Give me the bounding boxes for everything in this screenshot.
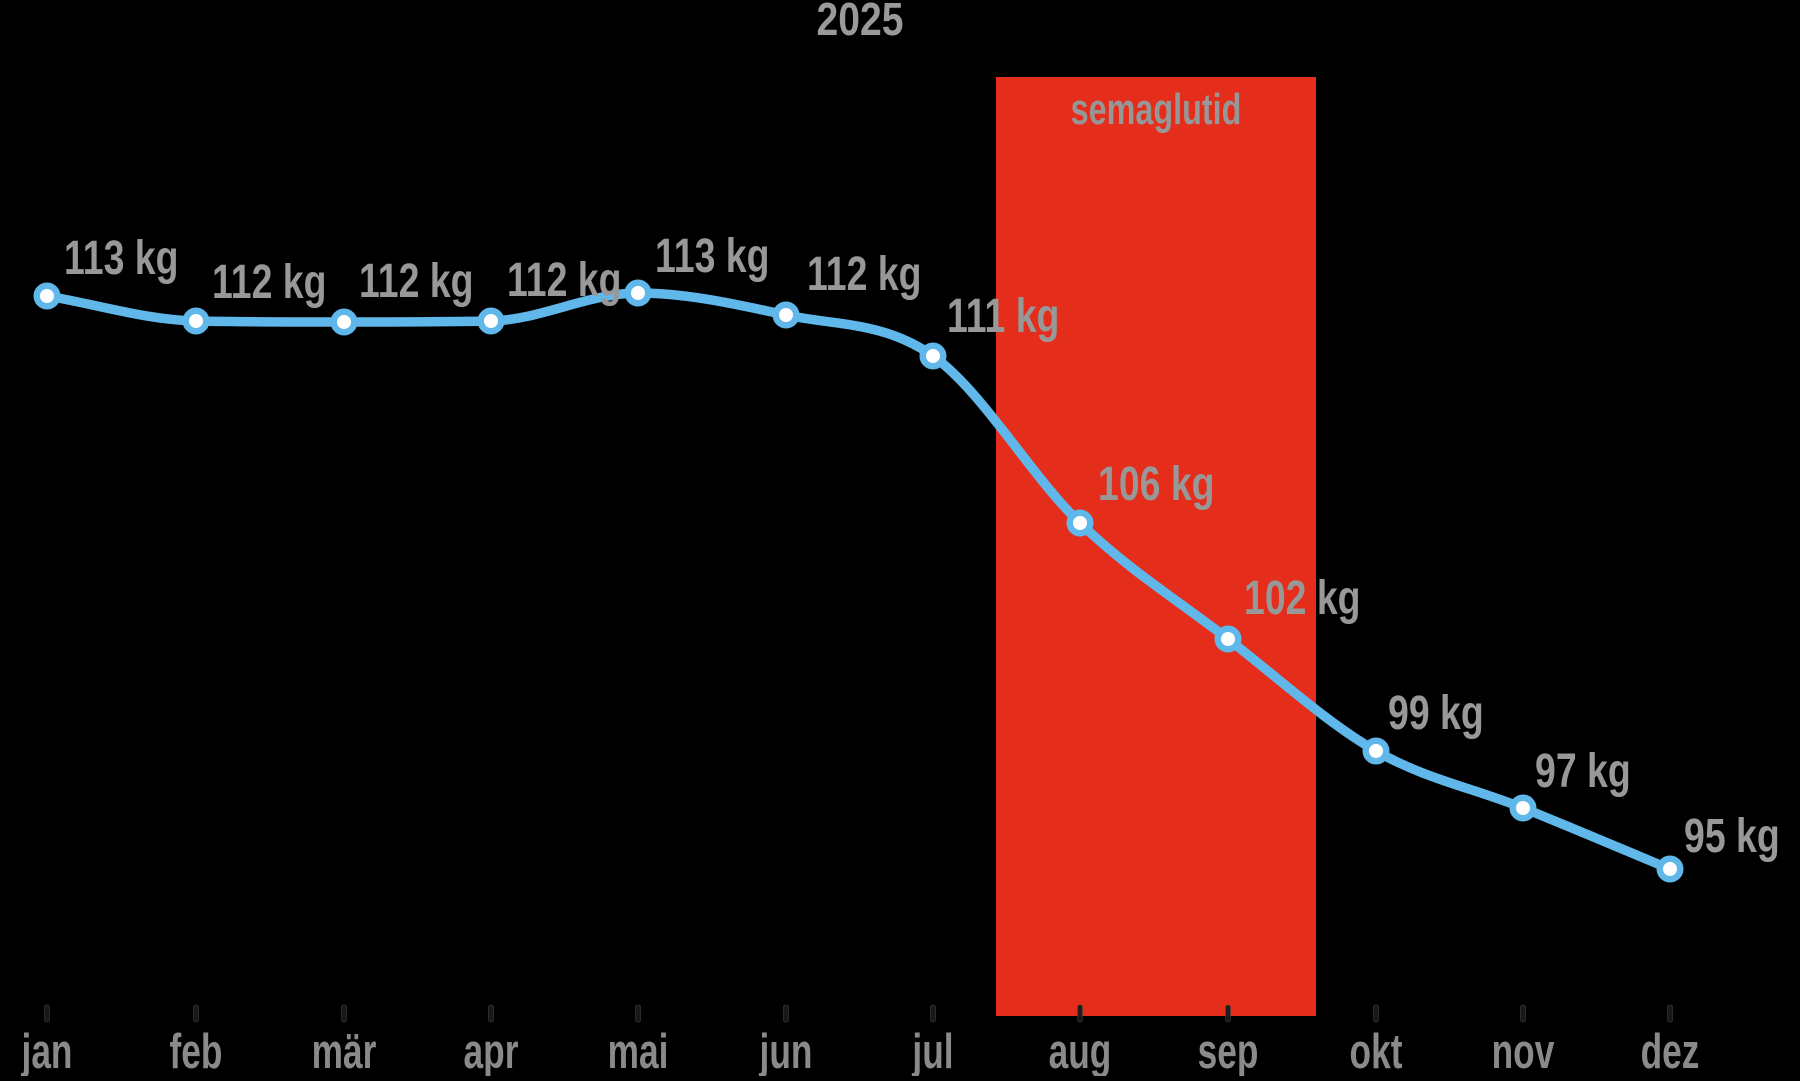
svg-text:2025: 2025 [817,0,904,46]
svg-text:dez: dez [1641,1024,1700,1076]
svg-text:99 kg: 99 kg [1388,687,1484,741]
svg-text:semaglutid: semaglutid [1071,85,1242,134]
svg-text:sep: sep [1198,1024,1259,1076]
svg-text:jul: jul [912,1024,954,1076]
svg-text:jun: jun [759,1024,813,1076]
svg-text:feb: feb [170,1024,223,1076]
svg-text:106 kg: 106 kg [1098,458,1215,512]
svg-text:112 kg: 112 kg [807,248,921,302]
svg-text:mai: mai [608,1024,669,1076]
svg-text:97 kg: 97 kg [1535,745,1631,799]
svg-text:113 kg: 113 kg [655,230,769,284]
svg-text:apr: apr [464,1024,519,1076]
svg-text:112 kg: 112 kg [359,255,473,309]
svg-text:112 kg: 112 kg [212,256,326,310]
svg-text:113 kg: 113 kg [64,232,178,286]
svg-text:okt: okt [1350,1024,1403,1076]
svg-text:95 kg: 95 kg [1684,810,1780,864]
svg-text:112 kg: 112 kg [507,254,621,308]
svg-text:mär: mär [312,1024,377,1076]
svg-text:111 kg: 111 kg [947,290,1059,344]
svg-text:aug: aug [1049,1024,1112,1076]
svg-text:102 kg: 102 kg [1244,572,1361,626]
svg-text:nov: nov [1492,1024,1555,1076]
svg-text:jan: jan [21,1024,73,1076]
